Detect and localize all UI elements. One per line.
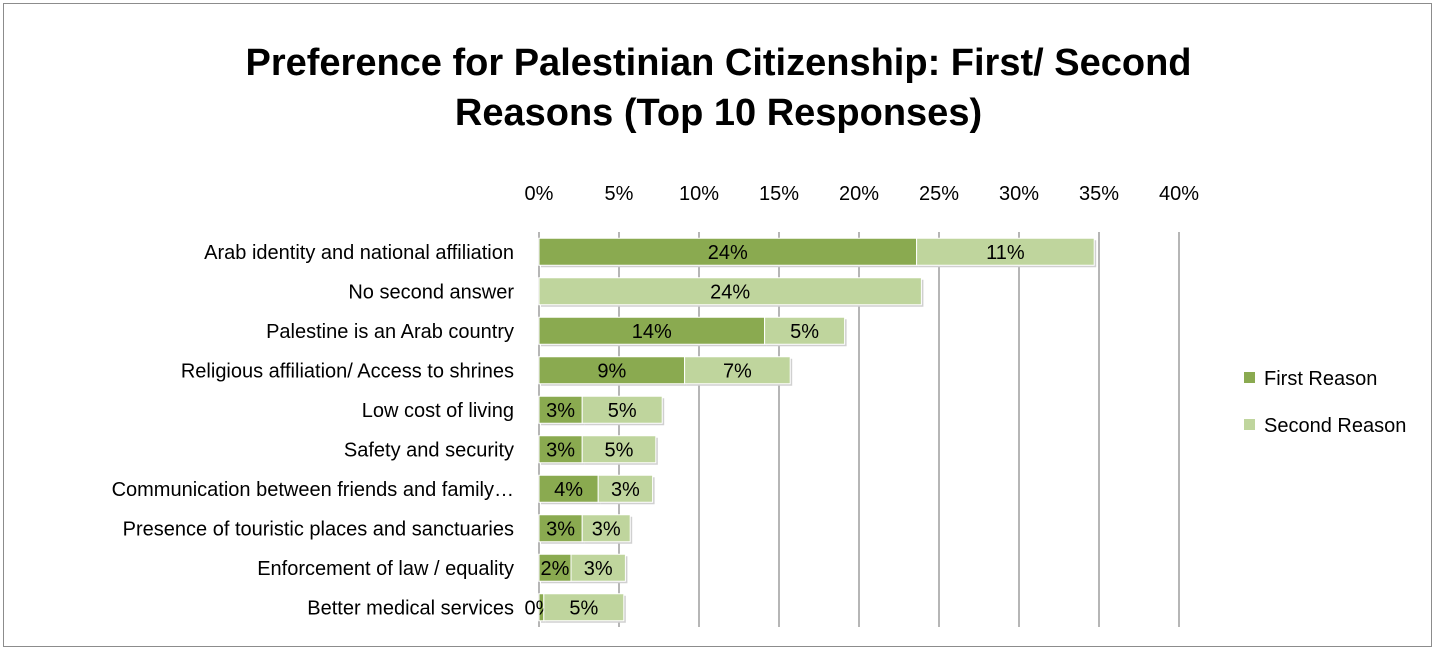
- category-label: Religious affiliation/ Access to shrines: [181, 360, 514, 382]
- x-tick-label: 15%: [759, 183, 799, 205]
- category-label: Communication between friends and family…: [112, 479, 514, 501]
- bar-segment: [543, 593, 625, 622]
- x-tick-label: 5%: [605, 183, 634, 205]
- legend-swatch: [1244, 372, 1255, 383]
- data-label: 9%: [597, 360, 626, 382]
- data-label: 14%: [632, 321, 672, 343]
- data-label: 5%: [605, 439, 634, 461]
- data-label: 3%: [611, 479, 640, 501]
- chart-title-line-1: Preference for Palestinian Citizenship: …: [245, 42, 1192, 84]
- bar-segment: [538, 237, 918, 266]
- data-label: 3%: [546, 400, 575, 422]
- bar-segment: [581, 395, 663, 424]
- x-tick-label: 10%: [679, 183, 719, 205]
- data-label: 11%: [986, 242, 1025, 264]
- x-tick-label: 35%: [1079, 183, 1119, 205]
- legend-label: Second Reason: [1264, 415, 1406, 437]
- data-label: 5%: [608, 400, 637, 422]
- x-tick-label: 20%: [839, 183, 879, 205]
- bar-segment: [538, 553, 572, 582]
- category-label: Safety and security: [344, 439, 514, 461]
- category-label: Low cost of living: [362, 400, 514, 422]
- bar-segment: [538, 277, 922, 306]
- category-labels: Arab identity and national affiliation No…: [112, 242, 515, 620]
- category-label: Enforcement of law / equality: [257, 558, 514, 580]
- data-label: 3%: [546, 518, 575, 540]
- bar-segment: [538, 474, 599, 503]
- data-label: 3%: [584, 558, 613, 580]
- bar-segment: [538, 316, 766, 345]
- bar-segment: [538, 356, 686, 385]
- bar-segment: [597, 474, 654, 503]
- x-tick-label: 0%: [525, 183, 554, 205]
- x-tick-label: 40%: [1159, 183, 1199, 205]
- category-label: Presence of touristic places and sanctua…: [123, 518, 514, 540]
- data-label: 5%: [569, 597, 598, 619]
- category-label: Better medical services: [307, 597, 514, 619]
- chart-title: Preference for Palestinian Citizenship: …: [0, 38, 1437, 138]
- bar-segment: [581, 514, 631, 543]
- x-tick-label: 30%: [999, 183, 1039, 205]
- category-label: Arab identity and national affiliation: [204, 242, 514, 264]
- data-label: 3%: [546, 439, 575, 461]
- x-tick-label: 25%: [919, 183, 959, 205]
- legend-label: First Reason: [1264, 368, 1377, 390]
- data-label: 4%: [554, 479, 583, 501]
- data-label: 24%: [708, 242, 748, 264]
- bar-segment: [916, 237, 1095, 266]
- legend: First Reason Second Reason: [1244, 368, 1406, 437]
- data-label: 5%: [790, 321, 819, 343]
- chart-title-line-2: Reasons (Top 10 Responses): [454, 92, 983, 134]
- data-label: 24%: [710, 281, 750, 303]
- bar-segment: [581, 435, 657, 464]
- category-label: Palestine is an Arab country: [266, 321, 514, 343]
- bar-segment: [570, 553, 626, 582]
- bars: 24% 11%24%14% 5%9% 7%3% 5%3% 5%4% 3%3% 3%2% 3%0%…: [525, 237, 1097, 623]
- data-label: 2%: [541, 558, 570, 580]
- x-tick-labels: 0% 5% 10% 15% 20% 25% 30% 35% 40%: [525, 183, 1200, 205]
- category-label: No second answer: [348, 281, 514, 303]
- bar-segment: [764, 316, 846, 345]
- data-label: 3%: [592, 518, 621, 540]
- data-label: 7%: [723, 360, 752, 382]
- legend-swatch: [1244, 419, 1255, 430]
- bar-segment: [684, 356, 791, 385]
